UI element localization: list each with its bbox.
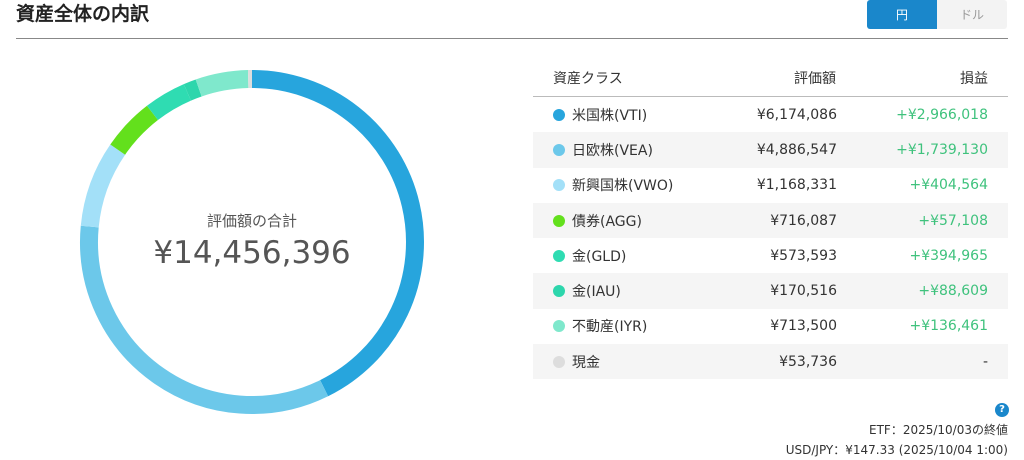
legend-dot-icon xyxy=(553,143,565,156)
table-row: 新興国株(VWO) ¥1,168,331 +¥404,564 xyxy=(533,168,1008,203)
asset-name-cell: 日欧株(VEA) xyxy=(533,132,685,168)
asset-value: ¥1,168,331 xyxy=(756,177,837,194)
donut-center: 評価額の合計 ¥14,456,396 xyxy=(80,210,424,271)
donut-slice xyxy=(146,84,192,121)
asset-name: 金(GLD) xyxy=(572,248,627,265)
asset-profit-loss: +¥136,461 xyxy=(909,318,988,335)
divider xyxy=(16,38,1008,39)
legend-dot-icon xyxy=(553,214,565,227)
legend-dot-icon xyxy=(553,320,565,333)
asset-value: ¥170,516 xyxy=(685,273,837,309)
asset-value: ¥713,500 xyxy=(770,318,837,335)
donut-slice xyxy=(110,105,159,155)
donut-slice xyxy=(80,144,126,228)
asset-name: 金(IAU) xyxy=(572,284,621,301)
asset-table: 資産クラス 評価額 損益 米国株(VTI) ¥6,174,086 +¥2,966… xyxy=(533,60,1008,380)
header-asset-class: 資産クラス xyxy=(533,60,685,97)
table-row: 金(IAU) ¥170,516 +¥88,609 xyxy=(533,273,1008,309)
currency-toggle: 円 ドル xyxy=(867,0,1007,29)
page-title: 資産全体の内訳 xyxy=(16,3,150,25)
legend-dot-icon xyxy=(553,355,565,368)
legend-dot-icon xyxy=(553,285,565,298)
asset-value: ¥6,174,086 xyxy=(756,106,837,123)
donut-slice xyxy=(251,70,424,397)
asset-profit-loss: +¥404,564 xyxy=(909,177,988,194)
etf-note: ETF：2025/10/03の終値 xyxy=(869,423,1008,437)
asset-value: ¥4,886,547 xyxy=(685,132,837,168)
asset-value: ¥716,087 xyxy=(685,202,837,239)
legend-dot-icon xyxy=(553,249,565,262)
asset-name-cell: 金(GLD) xyxy=(533,238,685,273)
asset-name: 日欧株(VEA) xyxy=(572,142,653,159)
asset-name-cell: 債券(AGG) xyxy=(533,202,685,239)
header-profit-loss: 損益 xyxy=(837,60,1008,97)
asset-name: 現金 xyxy=(572,354,600,371)
asset-profit-loss: +¥88,609 xyxy=(837,273,1008,309)
donut-slice xyxy=(195,70,249,97)
total-value: ¥14,456,396 xyxy=(153,235,351,271)
help-icon[interactable]: ? xyxy=(995,403,1009,417)
asset-profit-loss: +¥1,739,130 xyxy=(837,132,1008,168)
table-row: 日欧株(VEA) ¥4,886,547 +¥1,739,130 xyxy=(533,132,1008,168)
asset-name-cell: 米国株(VTI) xyxy=(533,97,685,133)
table-row: 債券(AGG) ¥716,087 +¥57,108 xyxy=(533,202,1008,239)
asset-profit-loss: +¥57,108 xyxy=(837,202,1008,239)
header-value: 評価額 xyxy=(685,60,837,97)
asset-name-cell: 不動産(IYR) xyxy=(533,309,685,344)
asset-value: ¥573,593 xyxy=(770,247,837,264)
asset-name: 債券(AGG) xyxy=(572,213,642,230)
table-row: 金(GLD) ¥573,593 +¥394,965 xyxy=(533,238,1008,273)
asset-name: 米国株(VTI) xyxy=(572,107,648,124)
table-row: 不動産(IYR) ¥713,500 +¥136,461 xyxy=(533,309,1008,344)
donut-slice xyxy=(80,225,329,414)
asset-name: 新興国株(VWO) xyxy=(572,178,674,195)
asset-name-cell: 金(IAU) xyxy=(533,273,685,309)
asset-donut-chart xyxy=(80,70,424,414)
asset-name: 不動産(IYR) xyxy=(572,319,648,336)
donut-slice xyxy=(183,79,202,101)
currency-yen-button[interactable]: 円 xyxy=(867,0,937,29)
currency-usd-button[interactable]: ドル xyxy=(937,0,1007,29)
legend-dot-icon xyxy=(553,179,565,192)
asset-name-cell: 現金 xyxy=(533,344,685,380)
asset-name-cell: 新興国株(VWO) xyxy=(533,168,685,203)
fx-note: USD/JPY：¥147.33 (2025/10/04 1:00) xyxy=(785,443,1008,457)
asset-profit-loss: +¥394,965 xyxy=(909,247,988,264)
asset-profit-loss: - xyxy=(837,344,1008,380)
table-row: 米国株(VTI) ¥6,174,086 +¥2,966,018 xyxy=(533,97,1008,133)
total-label: 評価額の合計 xyxy=(206,212,297,230)
asset-value: ¥53,736 xyxy=(685,344,837,380)
table-row: 現金 ¥53,736 - xyxy=(533,344,1008,380)
asset-profit-loss: +¥2,966,018 xyxy=(896,106,988,123)
legend-dot-icon xyxy=(553,108,565,121)
